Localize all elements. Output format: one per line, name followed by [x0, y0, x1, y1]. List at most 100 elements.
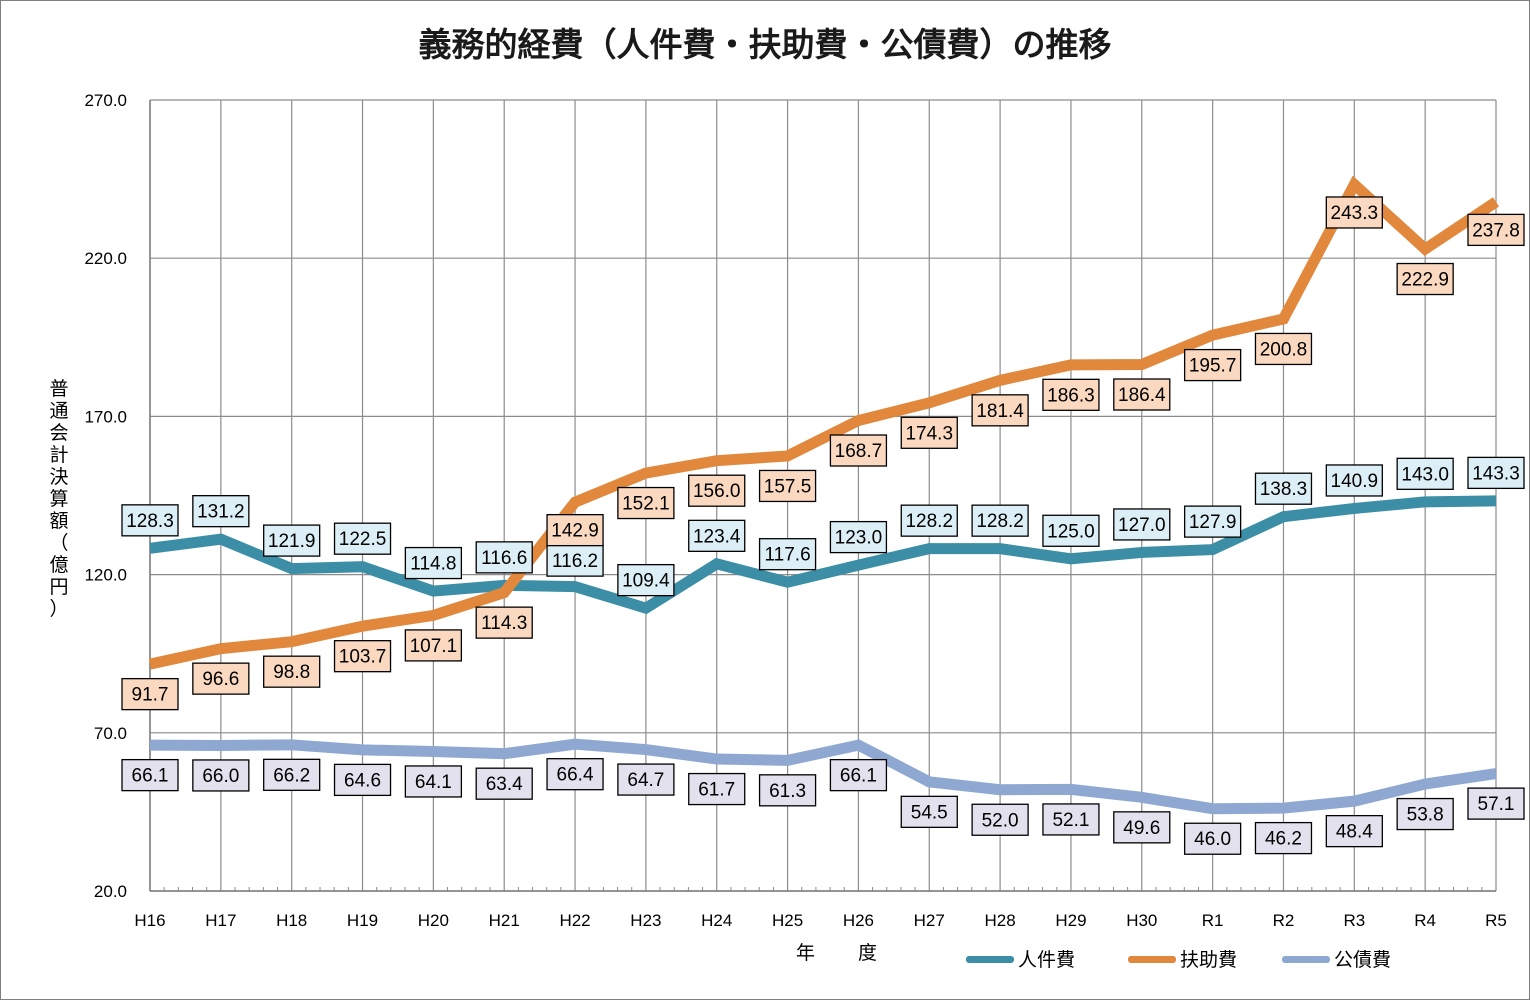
data-label: 123.4 [693, 526, 741, 547]
data-label-box [333, 522, 392, 555]
data-label-box [758, 469, 817, 503]
x-tick-label: H30 [1126, 911, 1157, 930]
data-label-box [1183, 348, 1242, 382]
x-tick-label: R4 [1414, 911, 1436, 930]
x-tick-label: H27 [914, 911, 945, 930]
data-label-box [1467, 213, 1525, 247]
data-label-box [1254, 332, 1313, 366]
data-label: 127.0 [1118, 515, 1166, 536]
data-label-box [617, 563, 675, 597]
data-label: 96.6 [202, 669, 239, 690]
data-label-box [121, 677, 179, 711]
data-label-box [1183, 505, 1242, 538]
data-label-box [404, 765, 463, 798]
data-label: 66.2 [273, 765, 310, 786]
data-label: 116.2 [552, 551, 598, 572]
y-axis-title-char: 算 [49, 488, 69, 510]
data-label: 156.0 [693, 481, 741, 502]
x-tick-label: R3 [1343, 911, 1365, 930]
y-tick-label: 70.0 [94, 724, 127, 743]
data-label: 109.4 [622, 571, 670, 592]
data-label: 46.0 [1194, 829, 1231, 850]
x-tick-label: H28 [985, 911, 1016, 930]
data-label-box [333, 763, 392, 797]
series-line-3 [149, 738, 1497, 815]
data-label-box [900, 416, 958, 449]
data-label: 128.2 [905, 511, 953, 532]
legend-label: 扶助費 [1180, 949, 1238, 971]
x-tick-label: H23 [630, 911, 661, 930]
x-tick-label: H24 [701, 911, 732, 930]
data-label: 53.8 [1407, 805, 1444, 826]
data-labels-series-1: 128.3 131.2 121.9 122.5 114.8 116.6 116.2 109.4… [121, 456, 1525, 597]
x-tick-label: H22 [559, 911, 590, 930]
x-tick-label: H25 [772, 911, 803, 930]
data-label-box [475, 541, 533, 574]
x-tick-label: H26 [843, 911, 874, 930]
series-line-1 [149, 495, 1497, 615]
data-label-box [1042, 803, 1100, 836]
y-axis-title-char: 決 [49, 466, 69, 488]
data-label: 114.8 [410, 554, 456, 575]
data-label: 152.1 [622, 494, 670, 515]
y-axis-title-char: （ [49, 532, 69, 554]
data-label-box [688, 772, 746, 806]
data-label: 66.0 [202, 766, 239, 787]
y-tick-label: 20.0 [94, 882, 127, 901]
data-label: 117.6 [765, 545, 811, 566]
data-label-box [546, 513, 604, 547]
data-label: 142.9 [551, 521, 599, 542]
x-tick-label: H16 [134, 911, 165, 930]
data-label: 222.9 [1401, 270, 1449, 291]
data-label-box [475, 767, 533, 800]
data-label-box [475, 606, 533, 639]
data-label: 103.7 [339, 647, 387, 668]
data-label-box [688, 519, 746, 552]
data-label-box [829, 434, 888, 467]
y-axis-title-char: 円 [49, 576, 69, 598]
x-tick-label: R1 [1202, 911, 1224, 930]
data-label: 122.5 [339, 529, 387, 550]
x-tick-label: H19 [347, 911, 378, 930]
data-label: 91.7 [132, 685, 169, 706]
data-label: 143.3 [1472, 463, 1520, 484]
data-label: 61.7 [698, 780, 735, 801]
data-label: 114.3 [481, 613, 527, 634]
data-label: 48.4 [1336, 822, 1373, 843]
data-label-box [1467, 456, 1525, 490]
data-label-box [900, 795, 958, 828]
data-label: 64.6 [344, 770, 381, 791]
y-tick-label: 170.0 [84, 407, 127, 426]
data-label-box [758, 538, 817, 571]
data-label-box [1042, 378, 1100, 411]
data-label: 49.6 [1123, 818, 1160, 839]
data-label-box [192, 662, 250, 695]
y-axis-title-char: 普 [49, 378, 69, 400]
x-tick-label: H21 [489, 911, 520, 930]
data-label-box [1254, 821, 1313, 855]
data-label-box [617, 763, 675, 796]
data-label: 131.2 [197, 502, 245, 523]
x-tick-label: R5 [1485, 911, 1507, 930]
data-label: 128.2 [976, 511, 1024, 532]
data-label-box [121, 504, 179, 537]
data-label: 64.1 [415, 772, 452, 793]
data-label-box [1325, 196, 1383, 229]
data-label: 98.8 [273, 662, 310, 683]
data-label: 140.9 [1331, 471, 1379, 492]
data-label: 116.6 [481, 548, 527, 569]
x-tick-label: R2 [1273, 911, 1295, 930]
y-axis-title-char: 計 [49, 444, 69, 466]
data-label: 186.4 [1118, 385, 1166, 406]
data-label-box [1396, 797, 1454, 831]
data-label-box [1254, 472, 1313, 505]
data-label-box [192, 759, 250, 792]
data-label-box [1396, 262, 1454, 296]
y-tick-label: 220.0 [84, 249, 127, 268]
data-label-box [829, 758, 888, 792]
data-label-box [546, 758, 604, 791]
data-label: 181.4 [976, 401, 1024, 422]
data-label-box [688, 474, 746, 507]
y-tick-label: 270.0 [84, 91, 127, 110]
y-axis-title-char: ） [49, 598, 69, 620]
